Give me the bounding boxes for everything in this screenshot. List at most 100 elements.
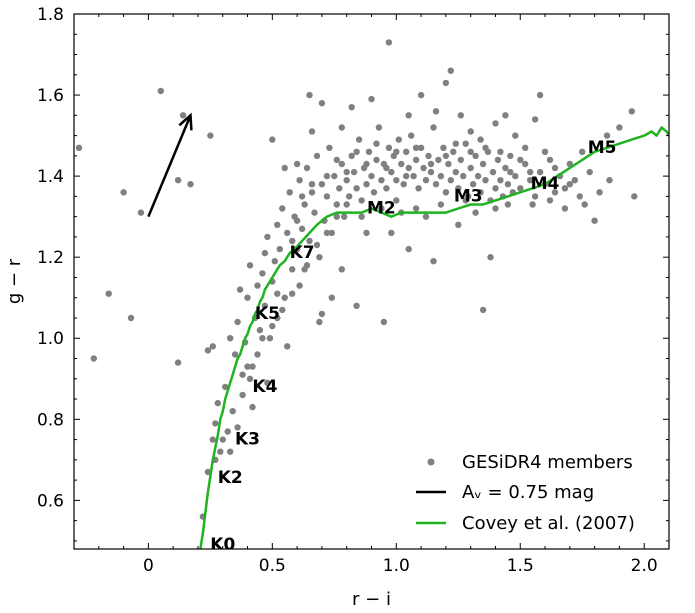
data-point <box>338 266 345 273</box>
spectral-type-label: M5 <box>588 138 617 158</box>
data-point <box>244 363 251 370</box>
data-point <box>631 193 638 200</box>
data-point <box>541 148 549 155</box>
data-point <box>331 172 338 180</box>
data-point <box>487 254 494 261</box>
data-point <box>279 205 286 212</box>
legend-label-extinction: Aᵥ = 0.75 mag <box>462 482 594 503</box>
data-point <box>301 201 308 208</box>
data-point <box>105 290 112 297</box>
data-point <box>246 262 254 269</box>
data-point <box>219 436 226 443</box>
data-point <box>249 403 256 411</box>
data-point <box>551 164 559 172</box>
data-point <box>492 120 499 127</box>
data-point <box>474 172 482 180</box>
data-point <box>289 290 296 297</box>
data-point <box>430 124 437 131</box>
data-point <box>378 177 385 184</box>
data-point <box>311 209 318 216</box>
data-point <box>482 144 489 151</box>
data-point <box>492 185 499 192</box>
data-point <box>467 128 474 135</box>
data-point <box>234 318 241 326</box>
data-point <box>264 233 271 241</box>
data-point <box>358 197 365 204</box>
data-point <box>274 221 281 228</box>
data-point <box>437 201 445 208</box>
data-point <box>370 189 378 196</box>
data-point <box>271 258 278 265</box>
data-point <box>403 172 410 180</box>
data-point <box>348 152 355 160</box>
data-point <box>527 177 534 184</box>
data-point <box>517 156 524 164</box>
data-point <box>308 181 316 188</box>
data-point <box>586 168 593 176</box>
data-point <box>393 177 400 184</box>
data-point <box>385 39 393 46</box>
data-point <box>479 160 487 168</box>
data-point <box>244 294 251 301</box>
data-point <box>207 132 214 139</box>
data-point <box>504 181 512 188</box>
data-point <box>405 245 412 253</box>
data-point <box>259 335 266 342</box>
data-point <box>502 112 509 119</box>
data-point <box>467 148 474 155</box>
data-point <box>412 205 420 212</box>
data-point <box>355 136 363 143</box>
data-point <box>212 420 219 427</box>
data-point <box>455 221 462 228</box>
data-point <box>507 168 514 176</box>
data-point <box>353 302 360 309</box>
data-point <box>284 343 291 350</box>
data-point <box>432 108 440 115</box>
data-point <box>306 91 313 99</box>
data-point <box>209 436 216 443</box>
data-point <box>445 160 452 168</box>
data-point <box>427 168 435 176</box>
data-point <box>502 164 509 172</box>
data-point <box>318 310 326 318</box>
legend-marker-members <box>427 458 435 466</box>
data-point <box>338 124 345 131</box>
data-point <box>375 124 383 131</box>
data-point <box>323 193 331 200</box>
data-point <box>531 116 539 123</box>
data-point <box>437 172 445 180</box>
data-point <box>472 209 479 216</box>
data-point <box>90 355 98 362</box>
data-point <box>398 160 405 168</box>
data-point <box>323 172 331 180</box>
data-point <box>432 181 440 188</box>
data-point <box>460 172 467 180</box>
data-point <box>358 213 365 220</box>
data-point <box>616 124 623 131</box>
x-tick-label: 0.5 <box>259 556 286 576</box>
data-point <box>403 148 410 155</box>
data-point <box>179 112 187 119</box>
data-point <box>368 172 375 180</box>
data-point <box>457 156 464 164</box>
data-point <box>531 193 539 200</box>
data-point <box>462 197 469 204</box>
data-point <box>408 132 415 139</box>
data-point <box>383 185 390 192</box>
data-point <box>286 189 293 196</box>
data-point <box>512 172 519 180</box>
data-point <box>306 237 313 245</box>
data-point <box>435 156 442 164</box>
x-tick-label: 0 <box>143 556 154 576</box>
data-point <box>522 160 529 168</box>
data-point <box>450 148 457 155</box>
data-point <box>497 177 504 184</box>
data-point <box>422 177 430 184</box>
data-point <box>157 87 164 95</box>
data-point <box>269 136 276 143</box>
data-point <box>442 189 450 196</box>
data-point <box>328 294 335 301</box>
data-point <box>400 181 407 188</box>
data-point <box>489 168 497 176</box>
data-point <box>224 428 231 435</box>
